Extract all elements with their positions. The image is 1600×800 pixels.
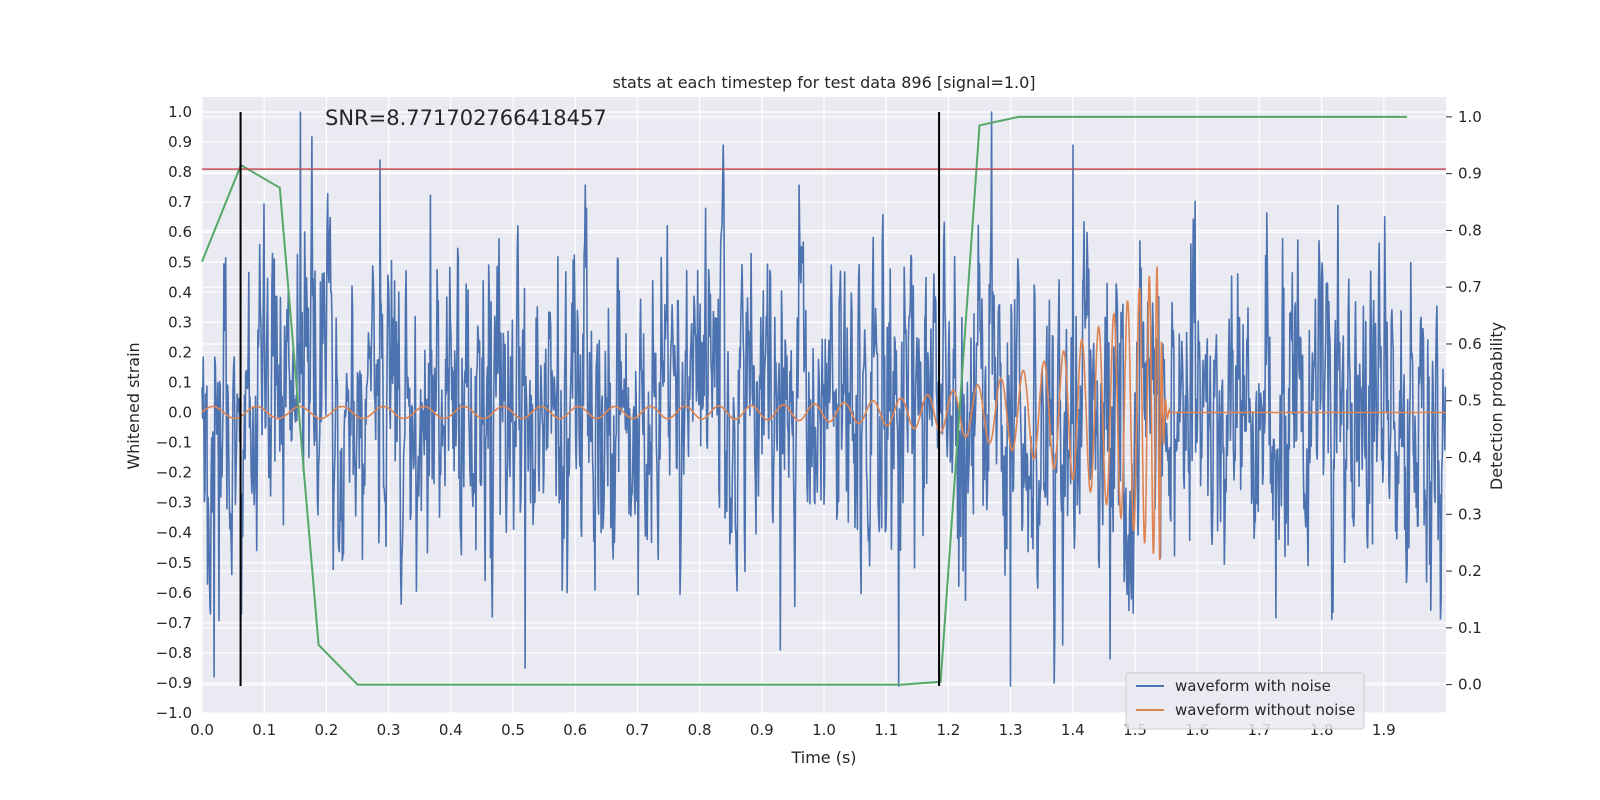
y-tick-label: −0.3 [156,494,192,512]
x-tick-label: 1.2 [936,721,960,739]
x-axis-label: Time (s) [790,748,856,767]
x-tick-label: 0.3 [377,721,401,739]
series-waveform-without-noise [201,265,1446,561]
x-tick-label: 0.1 [252,721,276,739]
x-tick-label: 1.0 [812,721,836,739]
y2-tick-label: 0.4 [1458,449,1482,467]
legend-label-noisy: waveform with noise [1175,677,1331,695]
series-waveform-with-noise [201,111,1447,687]
y-tick-label: −0.5 [156,554,192,572]
y2-axis-label: Detection probability [1487,322,1506,490]
y-axis-left: −1.0 −0.9 −0.8 −0.7 −0.6 −0.5 −0.4 −0.3 −0.2 −0.1… [156,103,192,722]
legend-label-clean: waveform without noise [1175,701,1355,719]
x-tick-label: 0.8 [688,721,712,739]
detection-probability-line [201,115,1408,686]
y2-tick-label: 0.1 [1458,619,1482,637]
waveform-without-noise-line [201,265,1446,561]
y-tick-label: −1.0 [156,704,192,722]
y-tick-label: −0.2 [156,464,192,482]
y-tick-label: 0.0 [168,404,192,422]
y2-tick-label: 0.8 [1458,221,1482,239]
x-tick-label: 1.9 [1372,721,1396,739]
y-tick-label: 0.5 [168,253,192,271]
y2-tick-label: 0.6 [1458,335,1482,353]
y-tick-label: −0.9 [156,674,192,692]
x-tick-label: 0.6 [563,721,587,739]
y2-tick-label: 0.7 [1458,278,1482,296]
y-tick-label: 0.7 [168,193,192,211]
y-tick-label: 0.9 [168,133,192,151]
chart-title: stats at each timestep for test data 896… [612,73,1035,92]
y2-tick-label: 0.3 [1458,505,1482,523]
y-axis-right: 0.0 0.1 0.2 0.3 0.4 0.5 0.6 0.7 0.8 0.9 1.0 [1446,108,1482,694]
x-tick-label: 0.7 [625,721,649,739]
y2-tick-label: 0.5 [1458,392,1482,410]
waveform-with-noise-line [201,111,1447,687]
y-tick-label: 0.1 [168,373,192,391]
y2-tick-label: 1.0 [1458,108,1482,126]
y-tick-label: −0.4 [156,524,192,542]
y-tick-label: 0.6 [168,223,192,241]
y-tick-label: −0.1 [156,434,192,452]
y-tick-label: −0.7 [156,614,192,632]
y-tick-label: 0.4 [168,283,192,301]
x-tick-label: 0.5 [501,721,525,739]
x-tick-label: 0.9 [750,721,774,739]
snr-annotation: SNR=8.771702766418457 [325,106,607,130]
y-tick-label: −0.8 [156,644,192,662]
y2-tick-label: 0.0 [1458,676,1482,694]
x-tick-label: 0.0 [190,721,214,739]
y-tick-label: 0.2 [168,343,192,361]
y-tick-label: 1.0 [168,103,192,121]
y-tick-label: 0.3 [168,313,192,331]
x-tick-label: 0.2 [314,721,338,739]
legend-box [1125,672,1365,730]
y-axis-label: Whitened strain [124,342,143,469]
x-tick-label: 1.4 [1061,721,1085,739]
y2-tick-label: 0.9 [1458,165,1482,183]
legend: waveform with noise waveform without noi… [1125,672,1365,730]
x-tick-label: 0.4 [439,721,463,739]
overlays [202,112,1446,686]
y2-tick-label: 0.2 [1458,562,1482,580]
y-tick-label: −0.6 [156,584,192,602]
x-tick-label: 1.1 [874,721,898,739]
x-tick-label: 1.3 [999,721,1023,739]
y-tick-label: 0.8 [168,163,192,181]
